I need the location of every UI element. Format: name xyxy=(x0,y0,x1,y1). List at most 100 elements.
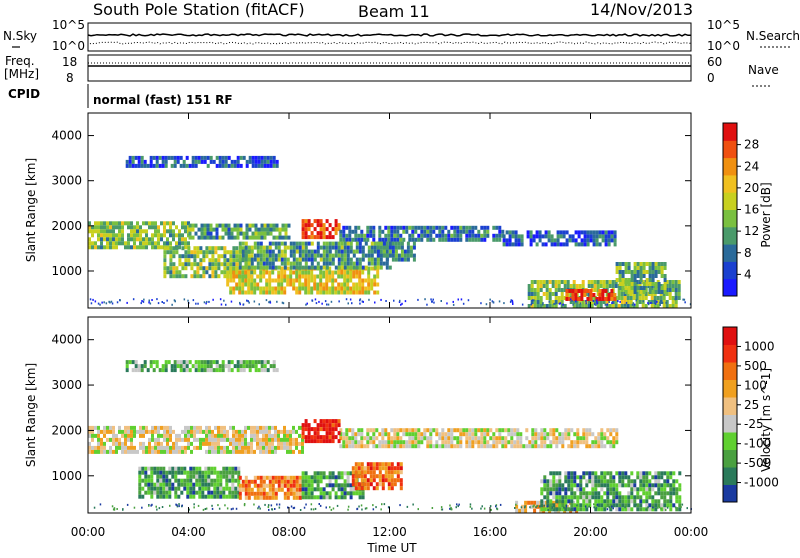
data-cell xyxy=(518,508,522,513)
noise-sky-label: N.Sky xyxy=(3,29,37,43)
data-cell xyxy=(227,227,231,232)
data-cell xyxy=(495,225,499,230)
data-cell xyxy=(223,258,227,263)
data-cell xyxy=(511,230,515,235)
data-cell xyxy=(393,470,397,475)
data-cell xyxy=(97,433,100,438)
data-cell xyxy=(624,303,626,306)
data-cell xyxy=(678,483,682,488)
data-cell xyxy=(286,261,290,266)
data-cell xyxy=(626,300,630,304)
data-cell xyxy=(558,487,562,492)
data-cell xyxy=(316,241,320,246)
data-cell xyxy=(531,444,535,449)
data-cell xyxy=(471,225,475,230)
data-cell xyxy=(229,250,233,255)
data-cell xyxy=(378,432,382,437)
data-cell xyxy=(253,483,257,488)
data-cell xyxy=(586,242,590,247)
data-cell xyxy=(621,274,625,278)
data-cell xyxy=(233,159,237,164)
data-cell xyxy=(585,503,589,508)
data-cell xyxy=(429,237,433,242)
data-cell xyxy=(271,241,275,246)
data-cell xyxy=(642,282,646,286)
data-cell xyxy=(340,245,344,250)
data-cell xyxy=(542,500,546,505)
data-cell xyxy=(675,491,679,496)
data-cell xyxy=(310,270,314,275)
data-cell xyxy=(271,495,275,500)
data-cell xyxy=(140,302,142,305)
data-cell xyxy=(220,303,223,306)
data-cell xyxy=(162,490,166,495)
data-cell xyxy=(266,231,270,236)
data-cell xyxy=(272,223,276,228)
data-cell xyxy=(286,475,290,480)
data-cell xyxy=(536,296,540,300)
data-cell xyxy=(301,249,305,254)
data-cell xyxy=(244,429,247,434)
data-cell xyxy=(274,437,277,442)
colorbar-swatch xyxy=(723,344,737,363)
data-cell xyxy=(331,427,335,432)
data-cell xyxy=(535,506,537,509)
data-cell xyxy=(242,231,246,236)
data-cell xyxy=(579,479,583,484)
data-cell xyxy=(533,304,537,308)
data-cell xyxy=(173,159,177,164)
data-cell xyxy=(405,432,409,437)
data-cell xyxy=(265,475,269,480)
data-cell xyxy=(343,278,347,283)
data-cell xyxy=(142,300,145,303)
data-cell xyxy=(503,302,505,305)
data-cell xyxy=(295,270,299,275)
data-cell xyxy=(636,471,640,476)
data-cell xyxy=(642,487,646,492)
data-cell xyxy=(144,478,148,483)
data-cell xyxy=(579,302,582,305)
data-cell xyxy=(304,439,308,444)
data-cell xyxy=(366,444,370,449)
data-cell xyxy=(426,225,430,230)
data-cell xyxy=(181,221,184,226)
data-cell xyxy=(638,300,642,304)
data-cell xyxy=(207,482,211,487)
data-cell xyxy=(131,360,135,365)
data-cell xyxy=(328,270,332,275)
data-cell xyxy=(220,254,224,259)
data-cell xyxy=(402,229,406,234)
data-cell xyxy=(633,479,637,484)
data-cell xyxy=(230,235,234,240)
data-cell xyxy=(292,257,296,262)
data-cell xyxy=(304,471,308,476)
data-cell xyxy=(564,432,568,437)
data-cell xyxy=(147,466,151,471)
data-cell xyxy=(606,499,610,504)
data-cell xyxy=(266,227,270,232)
data-cell xyxy=(361,265,365,270)
data-cell xyxy=(138,470,142,475)
data-cell xyxy=(408,432,412,437)
data-cell xyxy=(197,235,201,240)
data-cell xyxy=(543,444,547,449)
data-cell xyxy=(613,297,617,301)
data-cell xyxy=(106,221,109,226)
data-cell xyxy=(594,471,598,476)
data-cell xyxy=(269,301,272,304)
data-cell xyxy=(450,225,454,230)
data-cell xyxy=(345,237,349,242)
data-cell xyxy=(228,474,232,479)
data-cell xyxy=(351,474,355,479)
data-cell xyxy=(631,303,634,306)
data-cell xyxy=(139,429,142,434)
data-cell xyxy=(533,288,537,292)
data-cell xyxy=(295,274,299,279)
data-cell xyxy=(118,229,121,234)
data-cell xyxy=(394,257,398,262)
data-cell xyxy=(319,439,323,444)
data-cell xyxy=(576,507,580,512)
data-cell xyxy=(304,475,308,480)
data-cell xyxy=(257,235,261,240)
data-cell xyxy=(147,478,151,483)
